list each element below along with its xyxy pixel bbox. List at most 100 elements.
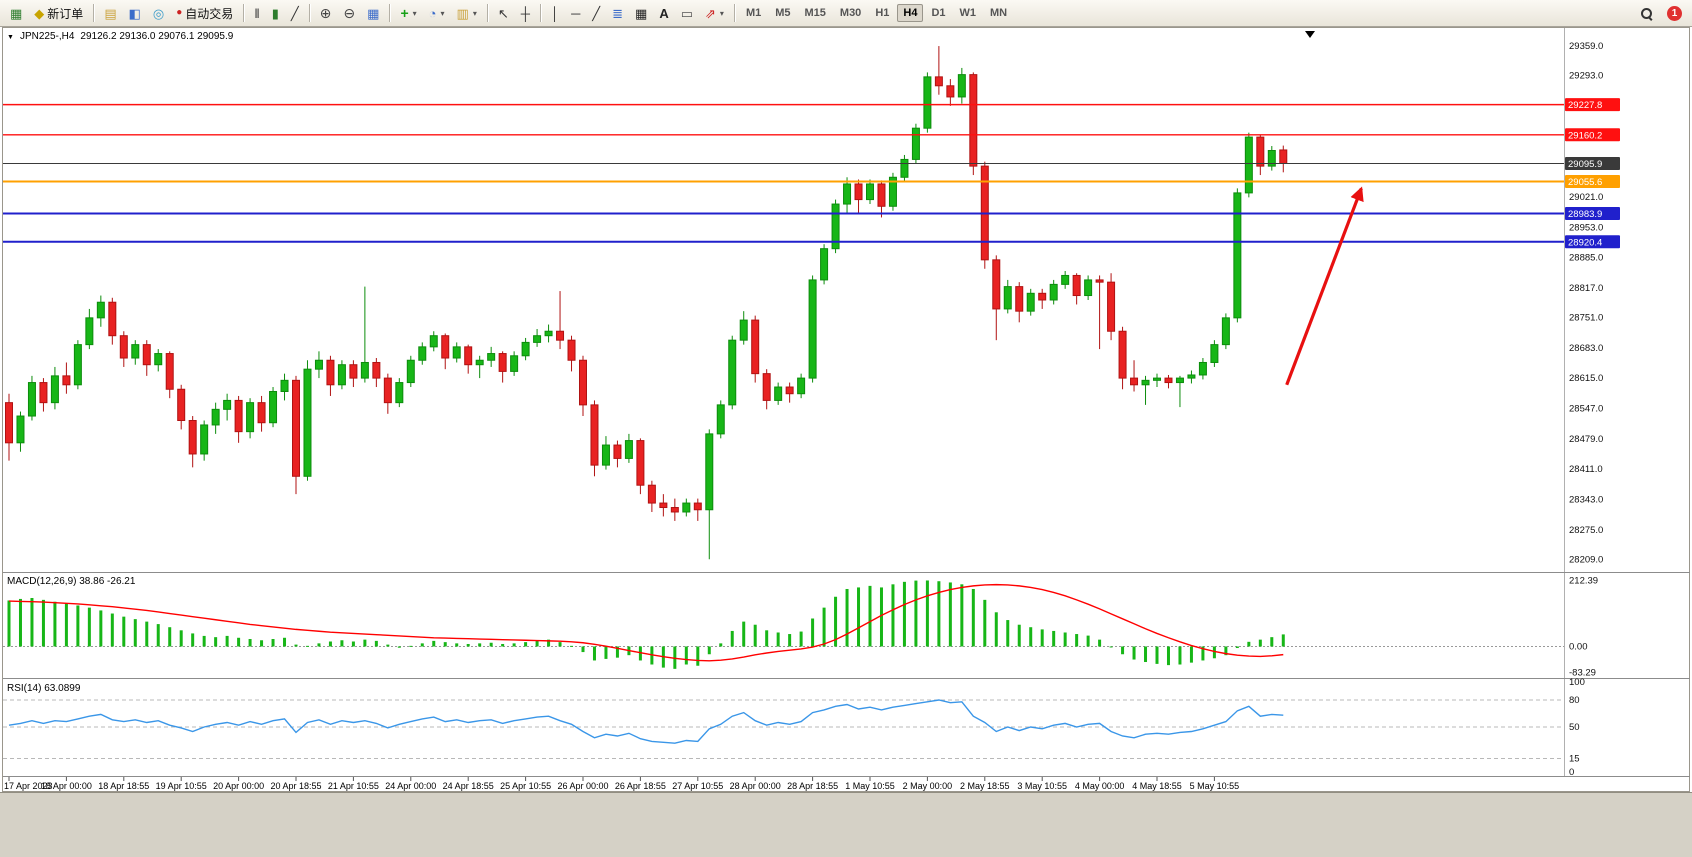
- timeframe-h4[interactable]: H4: [897, 4, 924, 22]
- search-button[interactable]: [1635, 2, 1658, 25]
- macd-bar: [604, 646, 608, 659]
- candlestick-chart-button[interactable]: ▮: [267, 2, 284, 25]
- rsi-indicator-label: RSI(14) 63.0899: [7, 683, 81, 694]
- macd-bar: [868, 585, 872, 647]
- hline-icon: ─: [571, 5, 581, 21]
- macd-bar: [1155, 646, 1159, 664]
- svg-text:24 Apr 00:00: 24 Apr 00:00: [385, 781, 436, 791]
- crosshair-button[interactable]: ┼: [516, 2, 535, 25]
- text-icon: A: [659, 5, 669, 21]
- macd-bar: [110, 613, 114, 647]
- trend-arrow[interactable]: [1285, 186, 1364, 386]
- cursor-button[interactable]: ↖: [493, 2, 514, 25]
- svg-text:28817.0: 28817.0: [1569, 283, 1603, 294]
- vertical-line-button[interactable]: │: [546, 2, 564, 25]
- macd-bar: [753, 624, 757, 647]
- vline-icon: │: [550, 5, 560, 21]
- toolbar-groups: ▦ ◆ 新订单 ▤ ◧ ◎ ● 自动交易 ‖ ▮ ╱ ⊕ ⊖ ▦ + ▾ ◔ ▾ ▥ ▾ ↖ ┼ │ ─ ╱ ≣ ▦ A ▭ ⇗ ▾: [4, 2, 730, 25]
- text-label-button[interactable]: ▭: [676, 2, 698, 25]
- macd-bar: [1040, 629, 1044, 647]
- macd-bar: [99, 610, 103, 647]
- macd-bar: [512, 643, 516, 647]
- trendline-button[interactable]: ╱: [587, 2, 605, 25]
- macd-bar: [305, 645, 309, 647]
- navigator-icon: ◎: [152, 5, 165, 21]
- macd-bar: [397, 646, 401, 648]
- svg-text:28479.0: 28479.0: [1569, 434, 1603, 445]
- line-chart-button[interactable]: ╱: [286, 2, 304, 25]
- tile-windows-button[interactable]: ▦: [362, 2, 384, 25]
- macd-bar: [1201, 646, 1205, 661]
- macd-bar: [971, 588, 975, 647]
- macd-bar: [1224, 646, 1228, 656]
- macd-bar: [53, 601, 57, 647]
- macd-bar: [570, 645, 574, 647]
- timeframe-m30[interactable]: M30: [839, 7, 862, 19]
- market-watch-button[interactable]: ◧: [124, 2, 146, 25]
- templates-button[interactable]: ▥ ▾: [452, 2, 482, 25]
- zoom-in-icon: ⊕: [319, 5, 332, 21]
- indicators-button[interactable]: + ▾: [395, 2, 421, 25]
- new-order-icon: ◆: [34, 5, 45, 21]
- cycle-lines-button[interactable]: ▦: [630, 2, 652, 25]
- macd-bar: [489, 642, 493, 647]
- timeframe-h1[interactable]: H1: [875, 7, 890, 19]
- macd-bar: [1052, 630, 1056, 647]
- new-order-button[interactable]: ◆ 新订单: [29, 2, 88, 25]
- toolbar-right: 1: [1634, 2, 1688, 25]
- macd-bar: [145, 621, 149, 647]
- toolbar-separator: [93, 4, 95, 22]
- bar-chart-button[interactable]: ‖: [249, 2, 264, 25]
- svg-text:26 Apr 00:00: 26 Apr 00:00: [557, 781, 608, 791]
- macd-bar: [765, 630, 769, 647]
- macd-bar: [1121, 646, 1125, 655]
- macd-bar: [363, 639, 367, 647]
- macd-bar: [168, 627, 172, 647]
- macd-bar: [260, 640, 264, 647]
- horizontal-line-button[interactable]: ─: [566, 2, 585, 25]
- macd-bar: [294, 644, 298, 647]
- zoom-in-button[interactable]: ⊕: [315, 2, 337, 25]
- periods-button[interactable]: ◔ ▾: [424, 2, 450, 25]
- svg-text:-83.29: -83.29: [1569, 667, 1596, 678]
- macd-bar: [1086, 635, 1090, 647]
- chart-profiles-button[interactable]: ▤: [99, 2, 121, 25]
- svg-text:15: 15: [1569, 754, 1580, 765]
- macd-bar: [535, 640, 539, 647]
- macd-bar: [1270, 637, 1274, 647]
- timeframe-w1[interactable]: W1: [959, 7, 977, 19]
- macd-bar: [581, 646, 585, 653]
- timeframe-m5[interactable]: M5: [775, 7, 791, 19]
- svg-text:18 Apr 18:55: 18 Apr 18:55: [98, 781, 149, 791]
- text-button[interactable]: A: [654, 2, 673, 25]
- search-icon: [1640, 7, 1653, 20]
- zoom-out-button[interactable]: ⊖: [338, 2, 360, 25]
- svg-text:29359.0: 29359.0: [1569, 41, 1603, 52]
- fibonacci-button[interactable]: ≣: [607, 2, 628, 25]
- macd-bar: [925, 580, 929, 647]
- price-badge-label: 28983.9: [1568, 209, 1602, 220]
- price-badge-label: 29095.9: [1568, 159, 1602, 170]
- macd-bar: [822, 607, 826, 647]
- macd-bar: [478, 643, 482, 647]
- macd-bar: [133, 619, 137, 647]
- macd-bar: [696, 646, 700, 666]
- rsi-panel: 100 80 50 15 0: [3, 677, 1585, 778]
- auto-trading-button[interactable]: ● 自动交易: [171, 2, 238, 25]
- macd-bar: [719, 643, 723, 647]
- timeframe-m1[interactable]: M1: [745, 7, 762, 19]
- arrows-button[interactable]: ⇗ ▾: [700, 2, 729, 25]
- navigator-button[interactable]: ◎: [148, 2, 169, 25]
- macd-bar: [122, 616, 126, 647]
- macd-bar: [30, 597, 34, 647]
- notification-badge[interactable]: 1: [1667, 5, 1682, 21]
- timeframe-d1[interactable]: D1: [931, 7, 946, 19]
- macd-bar: [87, 607, 91, 647]
- timeframe-mn[interactable]: MN: [990, 7, 1008, 19]
- price-badge: [1565, 206, 1620, 220]
- new-chart-button[interactable]: ▦: [5, 2, 27, 25]
- chart-scroll-marker-icon[interactable]: [1305, 31, 1315, 38]
- timeframe-m15[interactable]: M15: [804, 7, 826, 19]
- macd-bar: [1098, 639, 1102, 647]
